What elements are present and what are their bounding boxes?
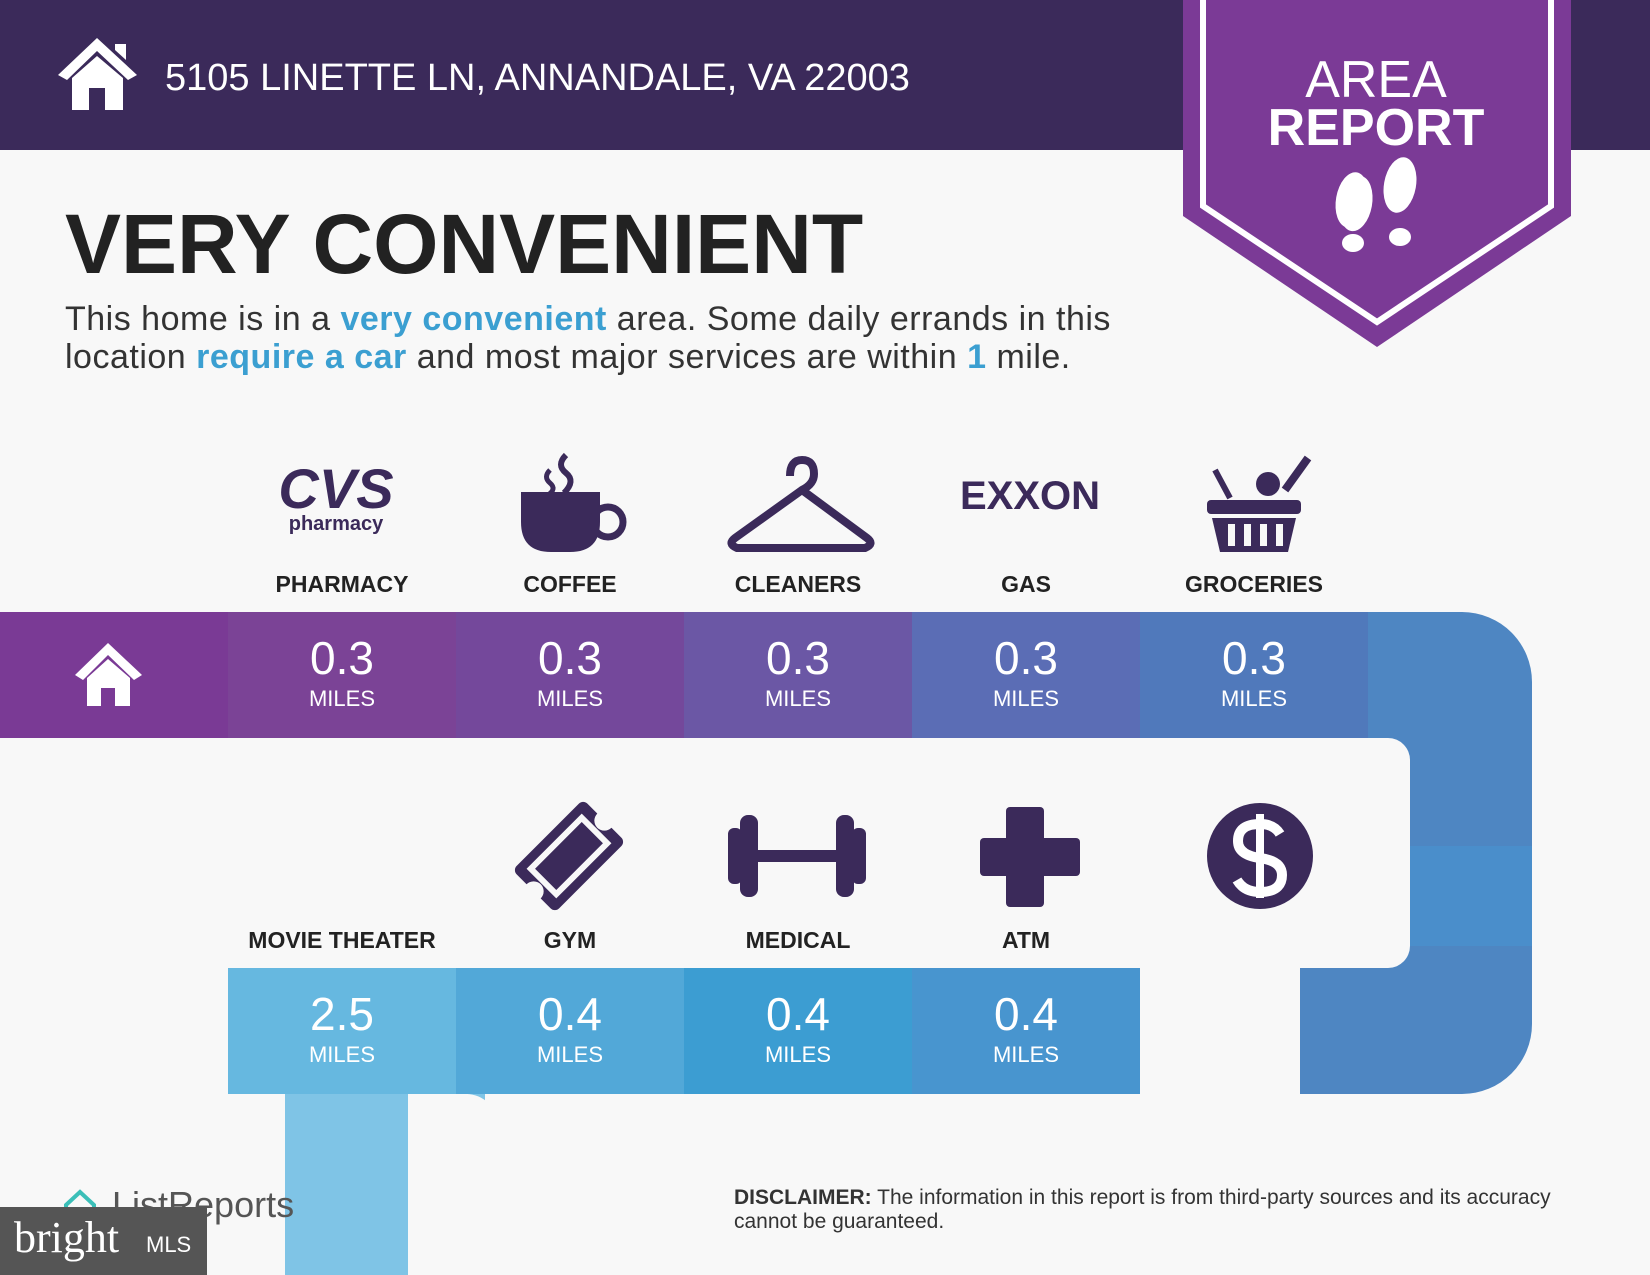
service-cell — [684, 968, 912, 1094]
description-text: and most major services are within — [406, 338, 968, 376]
hanger-icon — [727, 456, 875, 552]
mls-badge — [0, 1207, 207, 1275]
distance: 0.3 — [1222, 632, 1286, 684]
ticket-icon — [514, 801, 624, 911]
distance: 0.4 — [994, 988, 1058, 1040]
description: This home is in a very convenient area. … — [65, 300, 1175, 376]
service-cell — [228, 612, 456, 738]
distance-unit: MILES — [537, 686, 603, 711]
distance: 2.5 — [310, 988, 374, 1040]
service-label: GAS — [1001, 571, 1051, 597]
mls-brand: bright — [14, 1213, 119, 1262]
service-cell — [228, 968, 456, 1094]
distance: 0.3 — [766, 632, 830, 684]
highlight-text: very convenient — [340, 300, 607, 338]
service-label: COFFEE — [523, 571, 616, 597]
distance-unit: MILES — [993, 1042, 1059, 1067]
distance-unit: MILES — [309, 1042, 375, 1067]
badge-outline — [1200, 0, 1554, 326]
service-label: GROCERIES — [1185, 571, 1323, 597]
service-cell — [684, 612, 912, 738]
footprints-icon — [1335, 157, 1417, 252]
cvs-logo-sub: pharmacy — [289, 513, 384, 535]
distance-unit: MILES — [537, 1042, 603, 1067]
highlight-text: 1 — [967, 338, 987, 376]
title: VERY CONVENIENT — [65, 197, 863, 291]
address: 5105 LINETTE LN, ANNANDALE, VA 22003 — [165, 57, 910, 99]
medical-icon — [980, 807, 1080, 907]
highlight-text: require a car — [196, 338, 407, 376]
exxon-logo: EXXON — [960, 474, 1100, 518]
service-cells — [228, 612, 1368, 1094]
mls-suffix: MLS — [146, 1232, 191, 1257]
distance-unit: MILES — [1221, 686, 1287, 711]
service-cell — [912, 612, 1140, 738]
distance: 0.3 — [310, 632, 374, 684]
distance: 0.3 — [538, 632, 602, 684]
disclaimer-text: The information in this report is from t… — [734, 1186, 1551, 1233]
service-label: CLEANERS — [735, 571, 862, 597]
disclaimer-label: DISCLAIMER: — [734, 1186, 872, 1209]
service-label: PHARMACY — [276, 571, 409, 597]
basket-icon — [1207, 455, 1312, 552]
service-label: ATM — [1002, 927, 1050, 953]
home-icon — [75, 643, 142, 706]
distance-unit: MILES — [765, 686, 831, 711]
coffee-icon — [521, 452, 627, 552]
service-cell — [1140, 612, 1368, 738]
connector-gap — [408, 1094, 498, 1275]
distance-unit: MILES — [765, 1042, 831, 1067]
description-text: mile. — [986, 338, 1071, 376]
badge-line: AREA — [1305, 51, 1447, 109]
home-icon — [58, 38, 137, 110]
description-text: area. Some daily errands in this locatio… — [65, 300, 1121, 376]
service-cell — [456, 968, 684, 1094]
description-text: This home is in a — [65, 300, 341, 338]
distance: 0.4 — [538, 988, 602, 1040]
cvs-logo: CVS — [278, 457, 393, 520]
distance-unit: MILES — [309, 686, 375, 711]
service-label: MOVIE THEATER — [248, 927, 436, 953]
disclaimer: DISCLAIMER: The information in this repo… — [734, 1186, 1594, 1234]
distance-unit: MILES — [993, 686, 1059, 711]
service-cell — [912, 968, 1140, 1094]
badge-line: REPORT — [1268, 99, 1485, 157]
distance: 0.3 — [994, 632, 1058, 684]
service-label: GYM — [544, 927, 596, 953]
gym-icon — [728, 815, 866, 897]
distance: 0.4 — [766, 988, 830, 1040]
service-cell — [456, 612, 684, 738]
connector-gap — [1250, 738, 1410, 968]
service-label: MEDICAL — [746, 927, 851, 953]
atm-icon — [1207, 803, 1313, 909]
